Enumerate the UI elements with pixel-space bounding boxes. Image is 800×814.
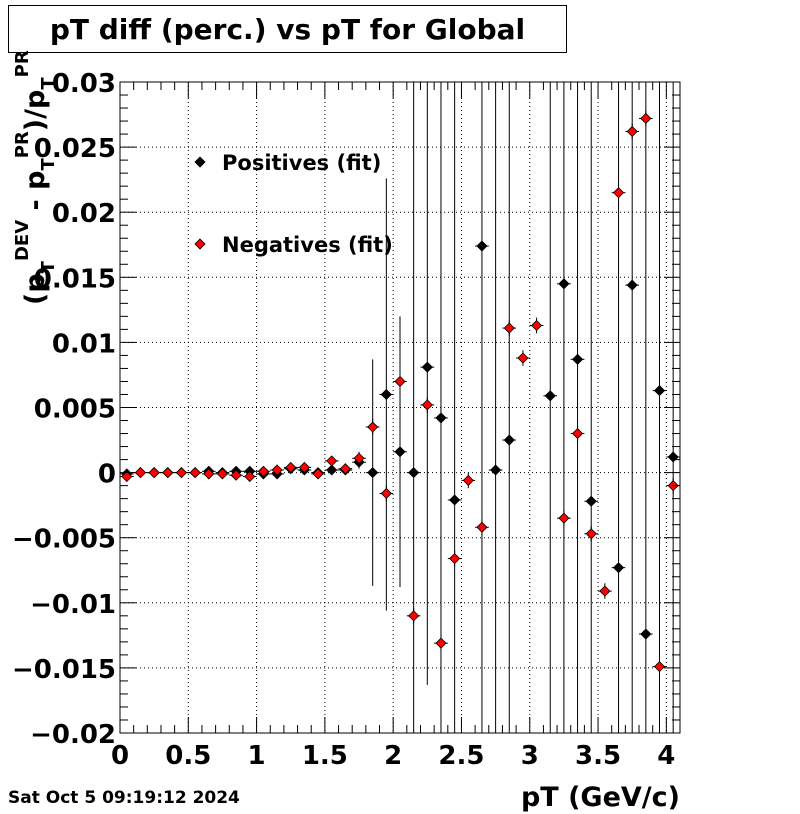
- data-point-negatives: [326, 455, 338, 467]
- data-point-positives: [449, 494, 461, 506]
- data-point-negatives: [380, 487, 392, 499]
- x-tick-label: 0: [111, 741, 129, 771]
- data-point-negatives: [271, 464, 283, 476]
- data-point-negatives: [367, 421, 379, 433]
- data-point-negatives: [626, 125, 638, 138]
- chart-title: pT diff (perc.) vs pT for Global: [49, 12, 526, 46]
- legend-marker-negatives: [194, 238, 206, 250]
- data-point-positives: [571, 353, 584, 365]
- data-point-negatives: [148, 467, 160, 479]
- x-tick-label: 0.5: [165, 741, 211, 771]
- legend: Positives (fit) Negatives (fit): [194, 151, 393, 257]
- y-tick-label: 0.01: [52, 329, 116, 359]
- data-point-positives: [640, 628, 652, 640]
- tick-labels: 0 0.5 1 1.5 2 2.5 3 3.5 4 −0.02 −0.015 −0.01 −0.005 0…: [12, 69, 675, 771]
- data-point-positives: [653, 385, 666, 397]
- data-point-negatives: [189, 467, 201, 479]
- legend-label-positives: Positives (fit): [222, 151, 381, 175]
- data-point-positives: [490, 464, 502, 476]
- data-point-negatives: [203, 468, 215, 480]
- data-point-negatives: [134, 467, 147, 479]
- data-point-negatives: [653, 661, 666, 673]
- x-tick-label: 1: [248, 741, 266, 771]
- data-point-negatives: [339, 463, 351, 475]
- data-point-positives: [503, 434, 515, 446]
- timestamp: Sat Oct 5 09:19:12 2024: [8, 788, 240, 808]
- data-point-negatives: [312, 468, 324, 480]
- data-point-negatives: [558, 512, 570, 524]
- data-point-negatives: [476, 521, 488, 533]
- y-axis-title-text: (pTDEV - pTPR)/pTPR: [12, 50, 59, 305]
- data-point-positives: [380, 388, 392, 401]
- y-tick-label: 0.015: [34, 264, 116, 294]
- data-point-positives: [558, 278, 570, 290]
- axis-ticks: [119, 81, 680, 734]
- y-tick-label: −0.01: [30, 590, 116, 620]
- data-point-positives: [421, 361, 433, 373]
- data-point-negatives: [257, 465, 269, 477]
- chart-title-box: pT diff (perc.) vs pT for Global: [8, 5, 567, 53]
- data-point-negatives: [599, 585, 611, 597]
- data-point-negatives: [421, 399, 433, 411]
- y-tick-label: −0.005: [12, 525, 116, 555]
- data-point-positives: [326, 464, 338, 476]
- data-point-negatives: [571, 427, 584, 440]
- x-tick-label: 3.5: [575, 741, 621, 771]
- data-point-negatives: [298, 461, 310, 473]
- y-tick-label: 0: [98, 460, 116, 490]
- data-point-negatives: [394, 375, 406, 388]
- data-point-positives: [626, 279, 638, 291]
- data-point-negatives: [531, 319, 543, 332]
- data-point-negatives: [121, 470, 133, 483]
- y-tick-label: 0.02: [52, 199, 116, 229]
- y-axis-title: (pTDEV - pTPR)/pTPR: [12, 50, 59, 305]
- data-point-negatives: [517, 352, 529, 364]
- y-tick-label: −0.015: [12, 655, 116, 685]
- data-point-negatives: [462, 474, 474, 486]
- data-point-positives: [367, 467, 379, 479]
- x-tick-label: 1.5: [302, 741, 348, 771]
- data-point-negatives: [503, 322, 515, 334]
- data-point-negatives: [585, 528, 597, 540]
- data-point-positives: [544, 390, 556, 402]
- data-point-negatives: [408, 610, 420, 622]
- data-point-negatives: [216, 468, 229, 480]
- x-tick-label: 3: [521, 741, 539, 771]
- x-axis-title: pT (GeV/c): [521, 782, 680, 813]
- legend-label-negatives: Negatives (fit): [222, 233, 393, 257]
- data-point-negatives: [353, 452, 365, 464]
- data-point-negatives: [612, 187, 625, 199]
- data-point-positives: [476, 240, 488, 252]
- data-point-negatives: [640, 112, 652, 125]
- y-tick-label: 0.03: [52, 69, 116, 99]
- y-tick-label: 0.025: [34, 134, 116, 164]
- y-tick-label: 0.005: [34, 395, 116, 425]
- data-point-negatives: [449, 552, 461, 565]
- data-markers: [121, 112, 679, 673]
- data-point-positives: [435, 412, 447, 424]
- data-point-positives: [667, 451, 679, 463]
- x-tick-label: 2.5: [438, 741, 484, 771]
- data-point-positives: [394, 446, 406, 458]
- data-point-negatives: [230, 469, 242, 481]
- y-tick-label: −0.02: [30, 720, 116, 750]
- data-point-negatives: [285, 461, 297, 473]
- x-tick-label: 4: [657, 741, 675, 771]
- data-point-negatives: [435, 637, 447, 649]
- x-tick-label: 2: [384, 741, 402, 771]
- data-point-negatives: [162, 467, 174, 479]
- legend-marker-positives: [194, 156, 206, 168]
- data-point-positives: [612, 562, 625, 574]
- data-point-negatives: [175, 467, 188, 479]
- data-point-positives: [408, 467, 420, 479]
- data-point-negatives: [244, 470, 256, 483]
- data-point-positives: [585, 495, 597, 507]
